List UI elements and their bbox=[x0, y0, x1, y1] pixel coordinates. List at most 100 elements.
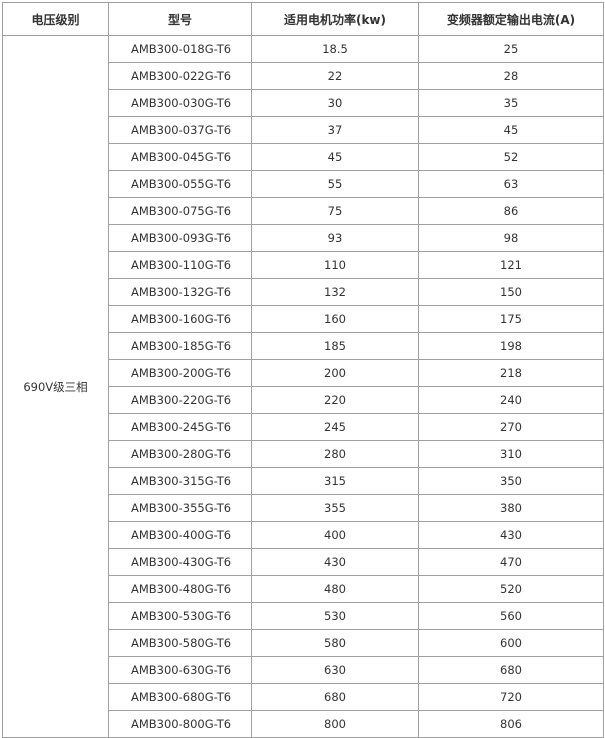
table-row: AMB300-037G-T6 37 45 bbox=[3, 116, 604, 144]
model-cell: AMB300-355G-T6 bbox=[108, 494, 252, 522]
table-row: AMB300-580G-T6 580 600 bbox=[3, 629, 604, 657]
table-row: 690V级三相 AMB300-018G-T6 18.5 25 bbox=[2, 35, 604, 738]
power-cell: 185 bbox=[251, 332, 419, 360]
model-cell: AMB300-037G-T6 bbox=[108, 116, 252, 144]
header-motor-power: 适用电机功率(kw) bbox=[251, 2, 419, 36]
current-cell: 720 bbox=[418, 683, 604, 711]
model-cell: AMB300-075G-T6 bbox=[108, 197, 252, 225]
model-cell: AMB300-045G-T6 bbox=[108, 143, 252, 171]
power-cell: 315 bbox=[251, 467, 419, 495]
model-cell: AMB300-055G-T6 bbox=[108, 170, 252, 198]
model-cell: AMB300-200G-T6 bbox=[108, 359, 252, 387]
current-cell: 150 bbox=[418, 278, 604, 306]
power-cell: 580 bbox=[251, 629, 419, 657]
power-cell: 480 bbox=[251, 575, 419, 603]
table-row: AMB300-430G-T6 430 470 bbox=[3, 548, 604, 576]
power-cell: 75 bbox=[251, 197, 419, 225]
current-cell: 198 bbox=[418, 332, 604, 360]
power-cell: 800 bbox=[251, 710, 419, 738]
current-cell: 52 bbox=[418, 143, 604, 171]
power-cell: 93 bbox=[251, 224, 419, 252]
power-cell: 530 bbox=[251, 602, 419, 630]
model-cell: AMB300-680G-T6 bbox=[108, 683, 252, 711]
current-cell: 470 bbox=[418, 548, 604, 576]
table-row: AMB300-185G-T6 185 198 bbox=[3, 332, 604, 360]
power-cell: 680 bbox=[251, 683, 419, 711]
current-cell: 63 bbox=[418, 170, 604, 198]
table-row: AMB300-110G-T6 110 121 bbox=[3, 251, 604, 279]
current-cell: 600 bbox=[418, 629, 604, 657]
current-cell: 560 bbox=[418, 602, 604, 630]
power-cell: 430 bbox=[251, 548, 419, 576]
power-cell: 220 bbox=[251, 386, 419, 414]
model-cell: AMB300-030G-T6 bbox=[108, 89, 252, 117]
power-cell: 630 bbox=[251, 656, 419, 684]
power-cell: 110 bbox=[251, 251, 419, 279]
model-cell: AMB300-185G-T6 bbox=[108, 332, 252, 360]
current-cell: 45 bbox=[418, 116, 604, 144]
current-cell: 520 bbox=[418, 575, 604, 603]
power-cell: 245 bbox=[251, 413, 419, 441]
table-row: AMB300-132G-T6 132 150 bbox=[3, 278, 604, 306]
current-cell: 98 bbox=[418, 224, 604, 252]
table-row: AMB300-093G-T6 93 98 bbox=[3, 224, 604, 252]
table-row: AMB300-400G-T6 400 430 bbox=[3, 521, 604, 549]
current-cell: 28 bbox=[418, 62, 604, 90]
model-cell: AMB300-580G-T6 bbox=[108, 629, 252, 657]
table-row: AMB300-160G-T6 160 175 bbox=[3, 305, 604, 333]
current-cell: 25 bbox=[418, 35, 604, 63]
header-voltage-level: 电压级别 bbox=[2, 2, 109, 36]
table-row: AMB300-355G-T6 355 380 bbox=[3, 494, 604, 522]
table-row: AMB300-055G-T6 55 63 bbox=[3, 170, 604, 198]
table-row: AMB300-075G-T6 75 86 bbox=[3, 197, 604, 225]
current-cell: 430 bbox=[418, 521, 604, 549]
model-cell: AMB300-220G-T6 bbox=[108, 386, 252, 414]
model-cell: AMB300-400G-T6 bbox=[108, 521, 252, 549]
model-cell: AMB300-245G-T6 bbox=[108, 413, 252, 441]
power-cell: 355 bbox=[251, 494, 419, 522]
model-cell: AMB300-480G-T6 bbox=[108, 575, 252, 603]
model-cell: AMB300-280G-T6 bbox=[108, 440, 252, 468]
power-cell: 30 bbox=[251, 89, 419, 117]
model-cell: AMB300-430G-T6 bbox=[108, 548, 252, 576]
power-cell: 132 bbox=[251, 278, 419, 306]
model-cell: AMB300-160G-T6 bbox=[108, 305, 252, 333]
model-cell: AMB300-315G-T6 bbox=[108, 467, 252, 495]
power-cell: 400 bbox=[251, 521, 419, 549]
current-cell: 121 bbox=[418, 251, 604, 279]
model-cell: AMB300-022G-T6 bbox=[108, 62, 252, 90]
table-row: AMB300-280G-T6 280 310 bbox=[3, 440, 604, 468]
current-cell: 175 bbox=[418, 305, 604, 333]
current-cell: 270 bbox=[418, 413, 604, 441]
model-cell: AMB300-800G-T6 bbox=[108, 710, 252, 738]
power-cell: 45 bbox=[251, 143, 419, 171]
current-cell: 240 bbox=[418, 386, 604, 414]
power-cell: 37 bbox=[251, 116, 419, 144]
model-cell: AMB300-530G-T6 bbox=[108, 602, 252, 630]
table-row: AMB300-045G-T6 45 52 bbox=[3, 143, 604, 171]
current-cell: 380 bbox=[418, 494, 604, 522]
current-cell: 35 bbox=[418, 89, 604, 117]
current-cell: 86 bbox=[418, 197, 604, 225]
current-cell: 806 bbox=[418, 710, 604, 738]
power-cell: 160 bbox=[251, 305, 419, 333]
power-cell: 22 bbox=[251, 62, 419, 90]
current-cell: 680 bbox=[418, 656, 604, 684]
model-cell: AMB300-132G-T6 bbox=[108, 278, 252, 306]
table-row: AMB300-030G-T6 30 35 bbox=[3, 89, 604, 117]
power-cell: 18.5 bbox=[251, 35, 419, 63]
current-cell: 350 bbox=[418, 467, 604, 495]
table-row: AMB300-315G-T6 315 350 bbox=[3, 467, 604, 495]
model-cell: AMB300-630G-T6 bbox=[108, 656, 252, 684]
current-cell: 218 bbox=[418, 359, 604, 387]
model-cell: AMB300-110G-T6 bbox=[108, 251, 252, 279]
model-cell: AMB300-018G-T6 bbox=[108, 35, 252, 63]
table-row: AMB300-680G-T6 680 720 bbox=[3, 683, 604, 711]
current-cell: 310 bbox=[418, 440, 604, 468]
power-cell: 55 bbox=[251, 170, 419, 198]
voltage-level-cell: 690V级三相 bbox=[2, 35, 109, 738]
table-row: AMB300-800G-T6 800 806 bbox=[3, 710, 604, 738]
table-row: AMB300-022G-T6 22 28 bbox=[3, 62, 604, 90]
power-cell: 200 bbox=[251, 359, 419, 387]
